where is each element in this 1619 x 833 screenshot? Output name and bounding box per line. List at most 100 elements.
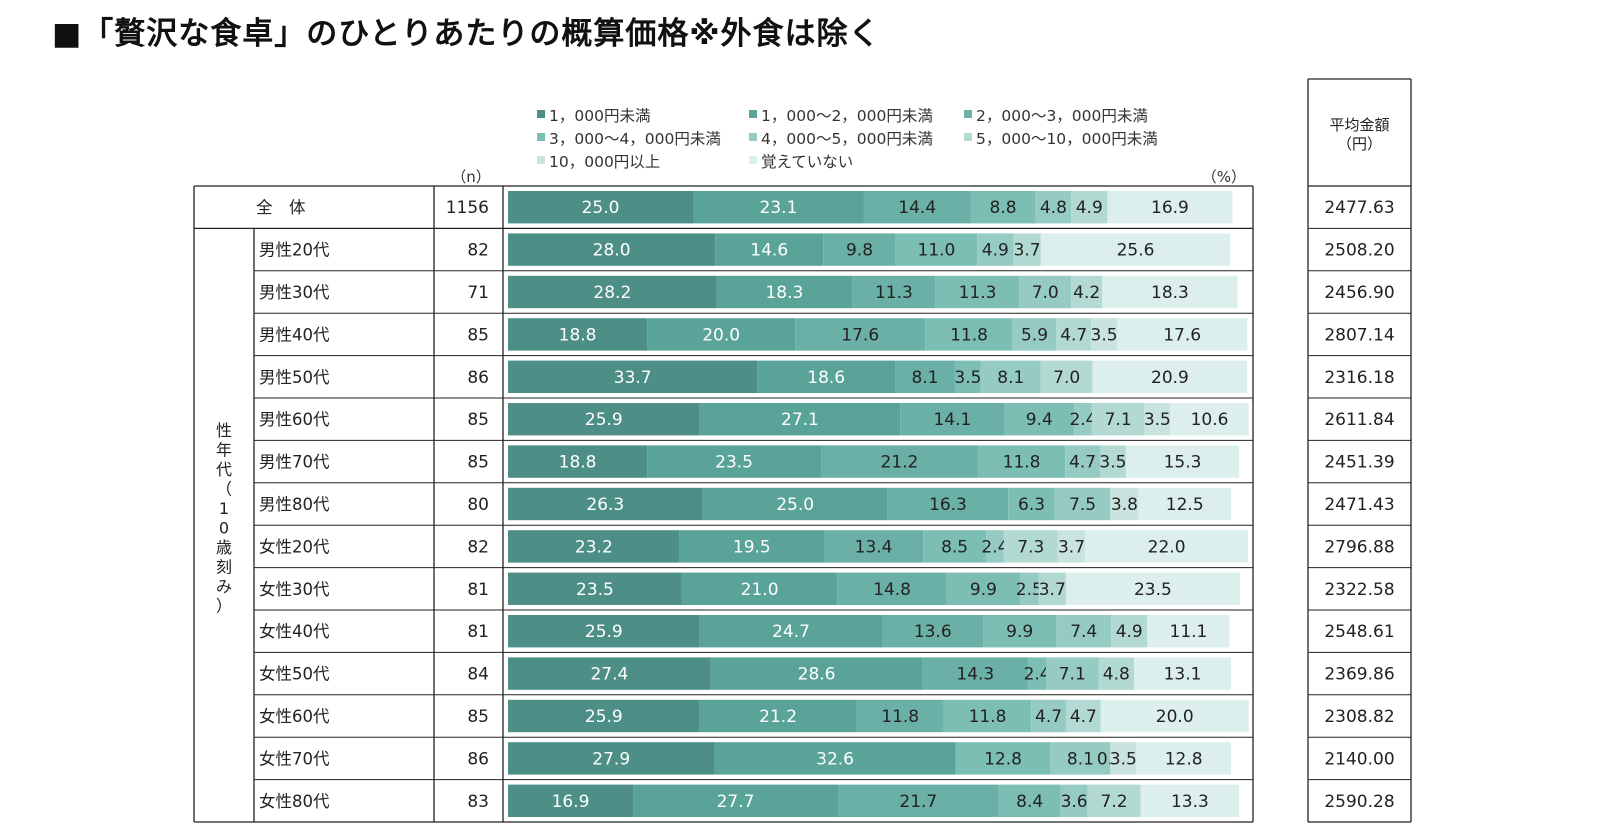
bar-segment: [1045, 657, 1099, 690]
data-label: 3.7: [1039, 580, 1066, 600]
bar-segment: [1060, 784, 1088, 817]
data-label: 4.7: [1069, 453, 1096, 473]
n-value: 84: [467, 665, 489, 685]
bar-segment: [882, 615, 984, 648]
data-label: 28.2: [593, 283, 631, 303]
page-title: ■「贅沢な食卓」のひとりあたりの概算価格※外食は除く: [52, 16, 881, 52]
bar-segment: [1111, 615, 1148, 648]
bar-segment: [508, 657, 711, 690]
avg-value: 2471.43: [1324, 495, 1394, 515]
data-label: 8.1: [911, 368, 938, 388]
data-label: 23.5: [715, 453, 753, 473]
data-label: 33.7: [614, 368, 652, 388]
avg-value: 2308.82: [1324, 707, 1394, 727]
bar-segment: [508, 742, 715, 775]
data-label: 13.6: [914, 622, 952, 642]
bar-segment: [714, 742, 956, 775]
bar-segment: [895, 233, 978, 266]
bar-segment: [1065, 572, 1240, 605]
data-label: 11.8: [881, 707, 919, 727]
bar-segment: [977, 233, 1014, 266]
bar-segment: [1098, 657, 1135, 690]
data-label: 14.8: [873, 580, 911, 600]
data-label: 4.7: [1070, 707, 1097, 727]
bar-segment: [1038, 572, 1066, 605]
bar-segment: [1028, 657, 1046, 690]
avg-value: 2611.84: [1324, 410, 1394, 430]
data-label: 16.9: [552, 792, 590, 812]
row-label: 男性30代: [259, 283, 330, 302]
data-label: 23.5: [1134, 580, 1172, 600]
group-label-char: 1: [219, 499, 229, 518]
n-value: 85: [467, 410, 489, 430]
data-label: 18.3: [765, 283, 803, 303]
data-label: 7.1: [1059, 665, 1086, 685]
bar-segment: [1125, 445, 1240, 478]
data-label: 23.2: [575, 537, 613, 557]
data-label: 4.8: [1040, 198, 1067, 218]
data-label: 3.7: [1014, 241, 1041, 261]
bar-segment: [838, 784, 999, 817]
n-value: 85: [467, 453, 489, 473]
avg-value: 2548.61: [1324, 622, 1394, 642]
data-label: 17.6: [841, 325, 879, 345]
data-label: 23.1: [760, 198, 798, 218]
data-label: 27.4: [590, 665, 628, 685]
bar-segment: [983, 615, 1057, 648]
bar-segment: [1003, 530, 1058, 563]
bar-segment: [508, 318, 648, 351]
legend-label: 10，000円以上: [549, 153, 660, 171]
data-label: 21.2: [759, 707, 797, 727]
bar-segment: [699, 615, 883, 648]
data-label: 13.4: [855, 537, 893, 557]
data-label: 25.0: [776, 495, 814, 515]
data-label: 25.9: [585, 410, 623, 430]
bar-segment: [1138, 487, 1231, 521]
row-label: 男性20代: [259, 241, 330, 260]
bar-segment: [946, 572, 1021, 605]
data-label: 3.5: [1144, 410, 1171, 430]
data-label: 4.8: [1103, 665, 1130, 685]
row-label: 全 体: [256, 198, 306, 217]
bar-segment: [1012, 318, 1057, 351]
bar-segment: [508, 275, 717, 309]
bar-segment: [1074, 403, 1092, 436]
data-label: 7.1: [1105, 410, 1132, 430]
data-label: 5.9: [1021, 325, 1048, 345]
data-label: 20.0: [1156, 707, 1194, 727]
data-label: 3.5: [954, 368, 981, 388]
bar-segment: [837, 572, 947, 605]
data-label: 3.5: [1091, 325, 1118, 345]
avg-value: 2508.20: [1324, 241, 1394, 261]
row-label: 女性70代: [259, 749, 330, 768]
bar-segment: [1056, 318, 1092, 351]
legend-swatch: [537, 110, 545, 118]
data-label: 8.4: [1016, 792, 1043, 812]
bar-segment: [1071, 275, 1103, 309]
data-label: 18.3: [1151, 283, 1189, 303]
bar-segment: [970, 191, 1036, 224]
group-label-char: み: [216, 577, 232, 596]
avg-value: 2807.14: [1324, 325, 1394, 345]
bar-segment: [710, 657, 923, 690]
data-label: 12.8: [984, 749, 1022, 769]
group-label-char: ）: [216, 597, 232, 616]
legend-swatch: [537, 156, 545, 164]
bar-segment: [693, 191, 864, 224]
data-label: 11.8: [969, 707, 1007, 727]
data-label: 15.3: [1164, 453, 1202, 473]
n-value: 71: [467, 283, 489, 303]
data-label: 8.1: [1067, 749, 1094, 769]
bar-segment: [1144, 403, 1171, 436]
bar-segment: [1102, 275, 1238, 309]
bar-segment: [887, 487, 1009, 521]
bar-segment: [702, 487, 888, 521]
row-label: 女性80代: [259, 792, 330, 811]
avg-value: 2477.63: [1324, 198, 1394, 218]
row-label: 女性30代: [259, 580, 330, 599]
bar-segment: [955, 742, 1051, 775]
data-label: 24.7: [772, 622, 810, 642]
bar-segment: [856, 699, 944, 733]
bar-segment: [1092, 360, 1248, 393]
legend-swatch: [537, 133, 545, 141]
